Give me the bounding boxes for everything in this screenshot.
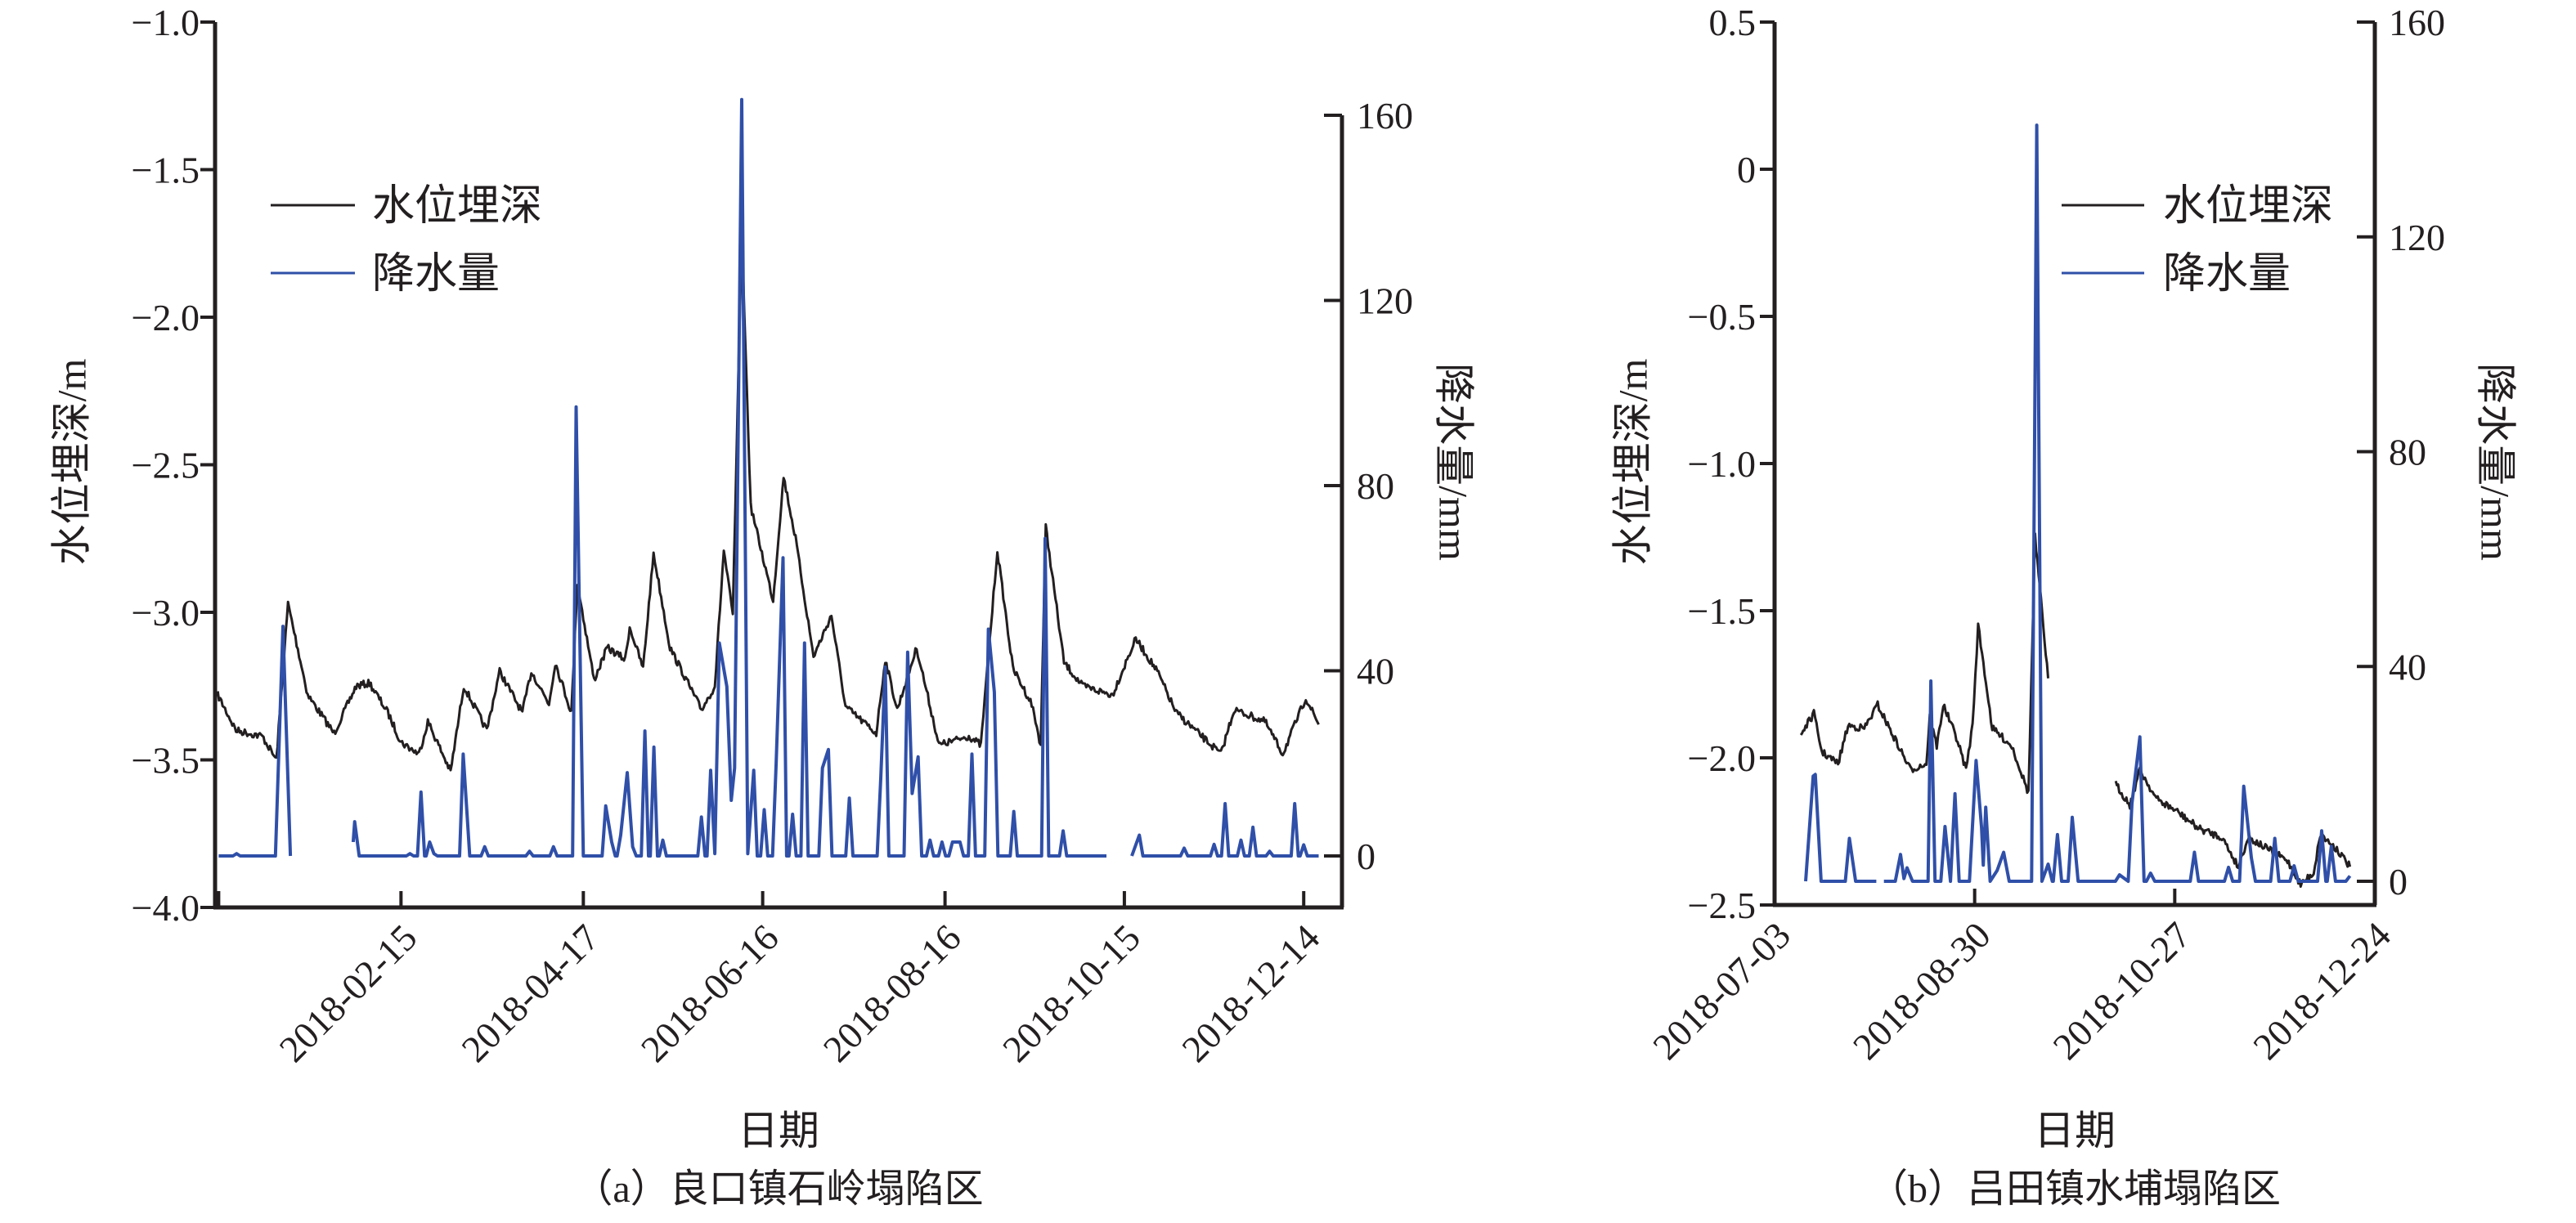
right-y-tick-label: 40	[2389, 646, 2426, 688]
chart-b-lvtian: 0.5 0 −0.5 −1.0 −1.5 −2.0 −2.5 0 40 80 120 160 2018-…	[1610, 2, 2519, 1211]
left-y-tick-label: 0.5	[1709, 2, 1757, 43]
water-depth-line-b-segment	[1799, 532, 2049, 795]
left-y-tick-label: −3.0	[132, 592, 200, 634]
right-y-tick-label: 160	[1357, 95, 1413, 137]
right-y-tick-label: 0	[2389, 861, 2408, 903]
legend-label: 降水量	[2163, 251, 2291, 298]
x-tick-label: 2018-07-03	[1645, 914, 1798, 1068]
right-y-tick-label: 160	[2389, 2, 2445, 43]
rainfall-line-a-segment	[1130, 802, 1319, 858]
x-tick-label: 2018-08-30	[1845, 914, 1999, 1068]
legend-label: 降水量	[372, 251, 500, 298]
chart-caption: （a）良口镇石岭塌陷区	[573, 1167, 983, 1211]
left-y-tick-label: −4.0	[132, 887, 200, 929]
left-y-tick-label: −2.5	[132, 445, 200, 486]
rainfall-line-b-segment	[1804, 773, 1877, 883]
x-axis-title: 日期	[738, 1108, 819, 1154]
x-tick-label: 2018-12-14	[1174, 916, 1327, 1070]
left-y-tick-label: −1.5	[132, 150, 200, 191]
left-y-tick-label: −2.0	[1688, 737, 1756, 779]
left-y-tick-label: −1.0	[132, 2, 200, 43]
x-tick-label: 2018-08-16	[815, 916, 969, 1070]
left-y-tick-label: −1.5	[1688, 590, 1756, 632]
x-tick-label: 2018-06-16	[633, 916, 787, 1070]
right-y-tick-label: 80	[2389, 432, 2426, 473]
x-tick-label: 2018-10-27	[2045, 914, 2199, 1068]
left-y-tick-label: −2.5	[1688, 885, 1756, 926]
left-y-axis-title: 水位埋深/m	[49, 359, 95, 566]
chart-caption: （b）吕田镇水埔塌陷区	[1869, 1167, 2281, 1211]
left-y-tick-label: −0.5	[1688, 296, 1756, 338]
x-tick-label: 2018-10-15	[994, 916, 1148, 1070]
legend-label: 水位埋深	[2163, 183, 2333, 230]
x-tick-label: 2018-02-15	[272, 916, 425, 1070]
right-y-tick-label: 120	[2389, 217, 2445, 258]
right-y-tick-label: 40	[1357, 651, 1394, 692]
chart-a-liangkou: −1.0 −1.5 −2.0 −2.5 −3.0 −3.5 −4.0 0 40 80 120 160 2…	[49, 2, 1477, 1211]
left-y-tick-label: −2.0	[132, 297, 200, 338]
right-y-tick-label: 120	[1357, 280, 1413, 322]
right-y-tick-label: 0	[1357, 835, 1376, 877]
left-y-tick-label: −3.5	[132, 740, 200, 782]
x-axis-title: 日期	[2034, 1108, 2116, 1154]
left-y-axis-title: 水位埋深/m	[1610, 359, 1656, 566]
water-depth-line-b-segment	[2114, 766, 2352, 888]
left-y-tick-label: −1.0	[1688, 443, 1756, 485]
right-y-tick-label: 80	[1357, 465, 1394, 507]
right-y-axis-title: 降水量/mm	[2473, 363, 2519, 561]
rainfall-line-b-segment	[1883, 123, 2352, 883]
left-y-tick-label: 0	[1737, 149, 1756, 190]
rainfall-line-a-segment	[218, 625, 293, 858]
legend-label: 水位埋深	[372, 183, 542, 230]
x-tick-label: 2018-12-24	[2245, 914, 2399, 1068]
right-y-axis-title: 降水量/mm	[1431, 363, 1477, 561]
water-depth-line-a-segment	[216, 235, 1320, 772]
x-tick-label: 2018-04-17	[454, 916, 608, 1070]
rainfall-line-a-segment	[351, 97, 1106, 858]
